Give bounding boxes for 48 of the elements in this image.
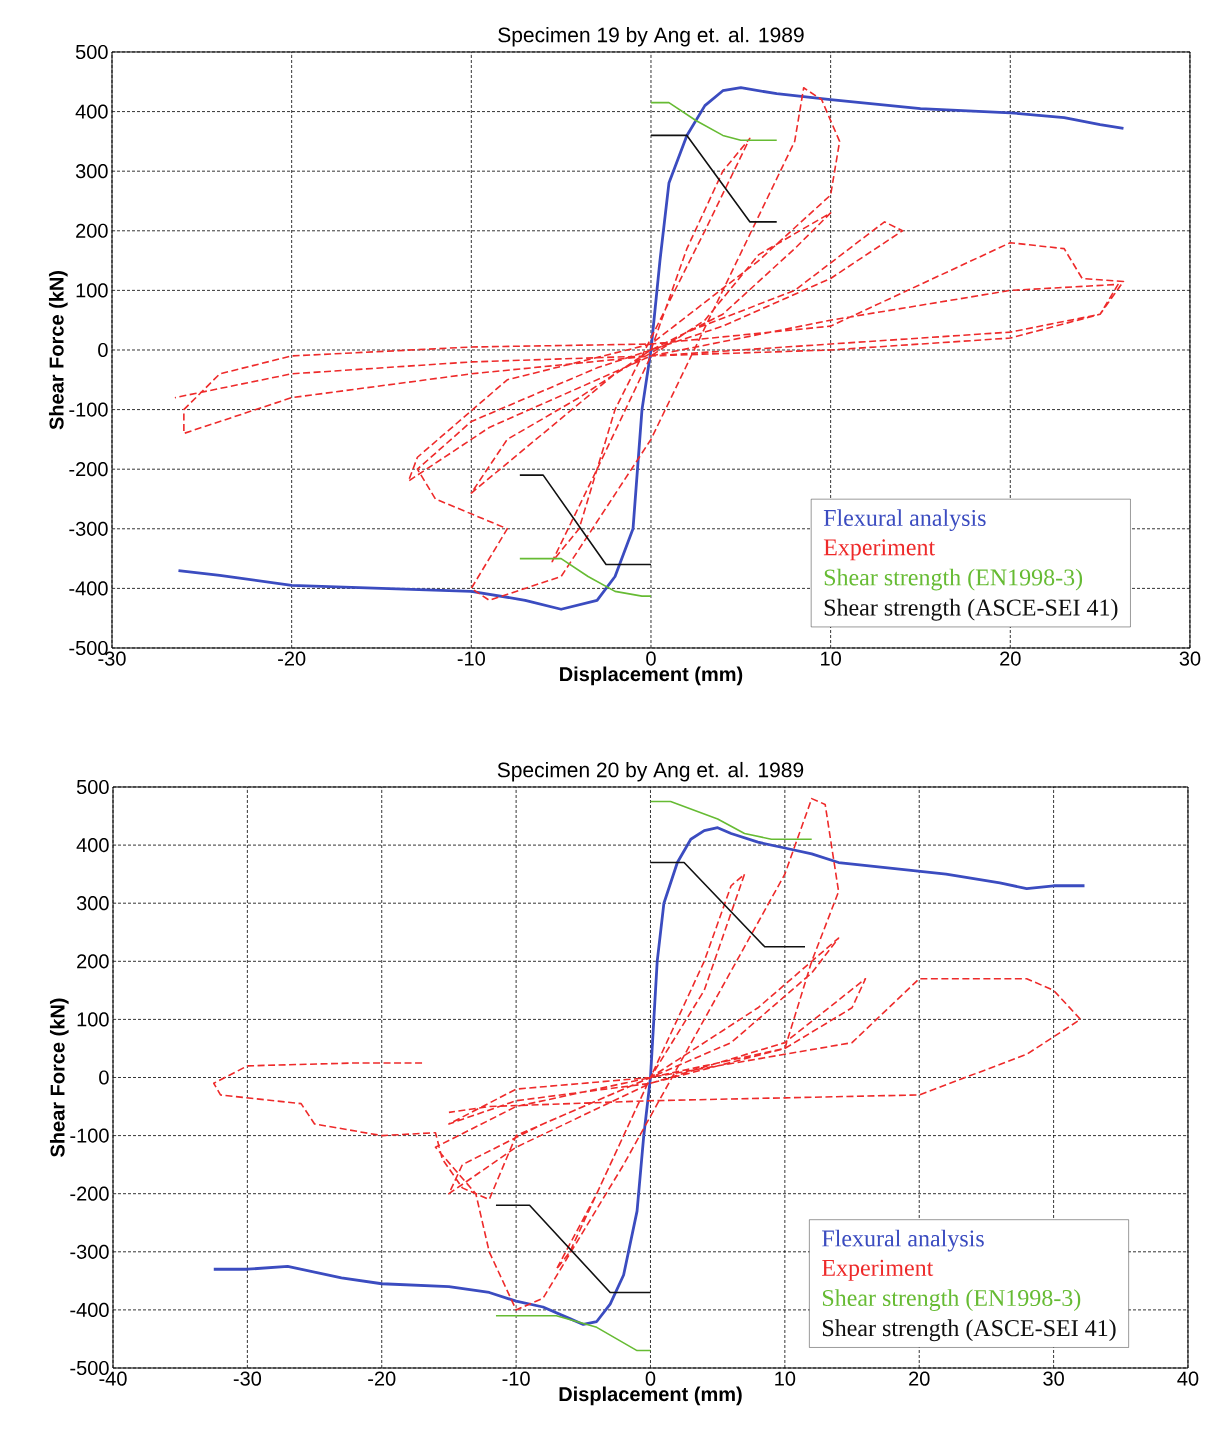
y-tick-label: -400 <box>70 1302 109 1317</box>
y-tick-label: 100 <box>76 283 108 298</box>
y-tick-label: 100 <box>77 1012 109 1027</box>
chart-title: Specimen 20 by Ang et. al. 1989 <box>497 761 804 782</box>
x-tick-label: 20 <box>909 1371 930 1386</box>
x-axis-title: Displacement (mm) <box>560 666 743 686</box>
y-tick-label: 300 <box>75 164 108 179</box>
y-tick-label: 300 <box>76 896 109 911</box>
y-tick-label: 0 <box>99 1070 109 1085</box>
x-tick-label: 40 <box>1177 1371 1199 1386</box>
x-tick-label: 0 <box>645 1371 656 1386</box>
text: Experiment <box>822 1259 934 1281</box>
x-tick-label: 30 <box>1043 1371 1064 1386</box>
x-tick-label: -30 <box>233 1371 262 1386</box>
x-tick-label: -10 <box>502 1371 530 1386</box>
x-tick-label: 10 <box>775 1371 796 1386</box>
x-tick-label: 30 <box>1179 651 1201 666</box>
x-tick-label: 10 <box>821 651 841 666</box>
x-tick-label: 0 <box>646 651 656 666</box>
text: Flexural analysis <box>822 1229 984 1252</box>
text: Shear strength (ASCE-SEI 41) <box>822 1319 1116 1342</box>
y-tick-label: 200 <box>76 223 108 238</box>
y-tick-label: -100 <box>70 1128 109 1143</box>
y-tick-label: 0 <box>98 342 108 358</box>
text: Experiment <box>823 539 936 561</box>
y-tick-label: -400 <box>69 581 108 596</box>
y-tick-label: -200 <box>70 1186 109 1201</box>
chart-title: Specimen 19 by Ang et. al. 1989 <box>498 26 804 47</box>
x-tick-label: -20 <box>278 651 306 666</box>
text: Shear strength (EN1998-3) <box>824 568 1083 591</box>
text: Shear strength (ASCE-SEI 41) <box>824 598 1118 621</box>
y-tick-label: 400 <box>75 104 108 119</box>
x-tick-label: -20 <box>368 1371 396 1386</box>
y-tick-label: -300 <box>70 1244 109 1259</box>
y-tick-label: 400 <box>76 838 109 853</box>
y-tick-label: 500 <box>75 44 108 60</box>
x-tick-label: -10 <box>457 651 485 666</box>
y-axis-title: Shear Force (kN) <box>48 270 68 430</box>
y-tick-label: -100 <box>69 402 108 417</box>
y-tick-label: -300 <box>69 521 108 536</box>
text: Shear strength (EN1998-3) <box>822 1289 1081 1312</box>
y-axis-title: Shear Force (kN) <box>49 998 69 1157</box>
y-tick-label: 200 <box>77 954 109 969</box>
y-tick-label: -200 <box>69 462 108 477</box>
x-tick-label: 20 <box>1000 651 1021 666</box>
x-axis-title: Displacement (mm) <box>559 1386 742 1406</box>
y-tick-label: 500 <box>76 779 109 795</box>
text: Flexural analysis <box>823 509 986 531</box>
